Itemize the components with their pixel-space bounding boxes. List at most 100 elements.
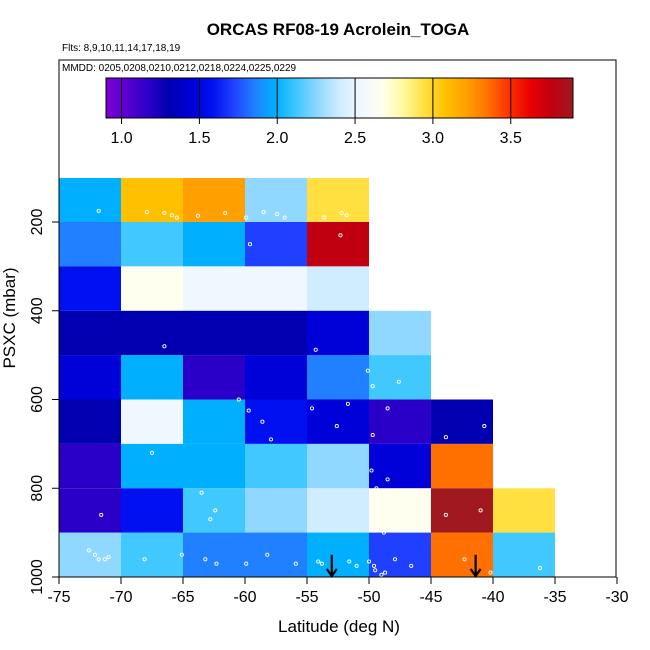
y-tick-label: 800 bbox=[29, 475, 46, 502]
sample-point bbox=[214, 561, 219, 566]
heatmap-cell bbox=[431, 399, 493, 444]
colorbar: 1.0 1.5 2.0 2.5 3.0 3.5 bbox=[105, 77, 574, 147]
chart-title: ORCAS RF08-19 Acrolein_TOGA bbox=[207, 20, 470, 39]
heatmap-cell bbox=[59, 488, 121, 533]
sample-point bbox=[265, 552, 270, 557]
sample-point bbox=[319, 561, 324, 566]
heatmap-cell bbox=[431, 443, 493, 489]
heatmap-cell bbox=[245, 222, 307, 267]
sample-point bbox=[179, 552, 184, 557]
colorbar-tick-label: 3.5 bbox=[500, 130, 522, 147]
sample-point bbox=[244, 215, 249, 220]
sample-point bbox=[195, 213, 200, 218]
heatmap-cell bbox=[493, 532, 555, 577]
sample-point bbox=[282, 215, 287, 220]
sample-point bbox=[365, 368, 370, 373]
heatmap-cell bbox=[183, 443, 245, 489]
x-tick-label: -30 bbox=[605, 589, 628, 606]
sample-point bbox=[482, 424, 487, 429]
sample-point bbox=[246, 408, 251, 413]
heatmap-cell bbox=[121, 222, 183, 267]
sample-point bbox=[396, 379, 401, 384]
heatmap-cell bbox=[183, 399, 245, 444]
colorbar-tick-label: 2.0 bbox=[266, 130, 288, 147]
sample-point bbox=[354, 563, 359, 568]
y-tick-label: 1000 bbox=[29, 559, 46, 595]
heatmap-cell bbox=[121, 310, 183, 356]
sample-point bbox=[275, 211, 280, 217]
sample-point bbox=[199, 490, 204, 495]
heatmap-cell bbox=[307, 399, 369, 444]
heatmap-cell bbox=[59, 266, 121, 311]
sample-point bbox=[381, 530, 386, 535]
heatmap-cell bbox=[245, 532, 307, 577]
heatmap-cells bbox=[59, 178, 555, 577]
x-tick-label: -50 bbox=[357, 589, 380, 606]
x-tick-label: -70 bbox=[109, 589, 132, 606]
heatmap-cell bbox=[59, 222, 121, 267]
sample-point bbox=[86, 548, 91, 553]
heatmap-cell bbox=[307, 532, 369, 577]
sample-point bbox=[96, 208, 101, 213]
sample-point bbox=[478, 508, 483, 513]
sample-point bbox=[385, 406, 390, 411]
sample-point bbox=[371, 563, 377, 568]
heatmap-cell bbox=[183, 178, 245, 222]
sample-point bbox=[92, 552, 98, 557]
sample-point bbox=[345, 401, 350, 406]
sample-point bbox=[347, 559, 352, 564]
colorbar-tick-label: 3.0 bbox=[422, 130, 444, 147]
sample-point bbox=[383, 570, 388, 575]
heatmap-cell bbox=[183, 532, 245, 577]
heatmap-cell bbox=[59, 532, 121, 577]
sample-point bbox=[169, 213, 174, 218]
x-tick-label: -75 bbox=[47, 589, 70, 606]
heatmap-cell bbox=[121, 266, 183, 311]
y-tick-label: 600 bbox=[29, 386, 46, 413]
sample-point bbox=[247, 242, 253, 247]
y-tick-label: 400 bbox=[29, 297, 46, 324]
sample-point bbox=[370, 384, 375, 389]
x-tick-label: -35 bbox=[543, 589, 566, 606]
sample-point bbox=[386, 517, 391, 522]
sample-point bbox=[174, 215, 179, 220]
heatmap-cell bbox=[369, 355, 431, 400]
heatmap-cell bbox=[59, 443, 121, 489]
heatmap-cell bbox=[245, 488, 307, 533]
sample-point bbox=[309, 406, 315, 411]
heatmap-cell bbox=[121, 399, 183, 444]
sample-point bbox=[373, 568, 378, 573]
sample-point bbox=[293, 561, 298, 566]
x-tick-label: -45 bbox=[419, 589, 442, 606]
sample-point bbox=[162, 344, 167, 349]
sample-point bbox=[338, 233, 343, 238]
sample-point bbox=[462, 557, 467, 562]
sample-point bbox=[102, 557, 107, 562]
heatmap-cell bbox=[307, 310, 369, 356]
heatmap-cell bbox=[183, 310, 245, 356]
sample-point bbox=[370, 432, 375, 438]
heatmap-cell bbox=[369, 310, 431, 356]
altitude-arrow bbox=[325, 554, 338, 578]
sample-point bbox=[208, 517, 213, 522]
sample-point bbox=[144, 210, 150, 215]
sample-point bbox=[106, 554, 111, 560]
sample-point bbox=[488, 570, 493, 575]
colorbar-tick-label: 2.5 bbox=[344, 130, 366, 147]
heatmap-cell bbox=[307, 222, 369, 267]
heatmap-cell bbox=[307, 178, 369, 222]
heatmap-cell bbox=[493, 488, 555, 533]
heatmap-cell bbox=[121, 355, 183, 400]
flights-note: Flts: 8,9,10,11,14,17,18,19 bbox=[62, 43, 181, 54]
sample-point bbox=[236, 397, 241, 402]
heatmap-cell bbox=[121, 532, 183, 577]
heatmap-cell bbox=[369, 532, 431, 577]
sample-point bbox=[385, 477, 390, 482]
sample-point bbox=[203, 557, 208, 562]
sample-points bbox=[86, 208, 543, 577]
sample-point bbox=[316, 559, 321, 564]
sample-point bbox=[334, 424, 339, 429]
sample-point bbox=[379, 572, 384, 577]
heatmap-cell bbox=[307, 266, 369, 311]
